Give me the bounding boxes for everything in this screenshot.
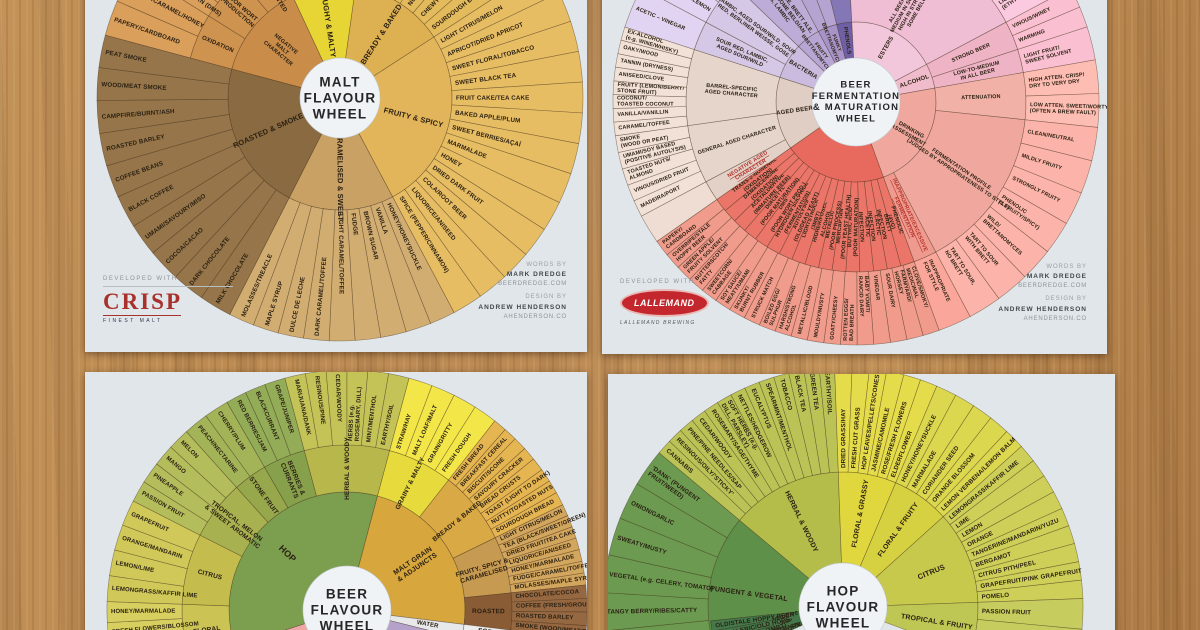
wheel-center-label: BEER [840,80,871,91]
svg-text:POMELO: POMELO [981,591,1009,600]
svg-text:BARREL-SPECIFICAGED CHARACTER: BARREL-SPECIFICAGED CHARACTER [704,83,758,100]
svg-text:TANGY BERRY/RIBES/CATTY: TANGY BERRY/RIBES/CATTY [608,606,698,615]
design-by-label: DESIGN BY [1045,296,1087,303]
svg-text:ACETICINFECTION: ACETICINFECTION [857,211,871,242]
designer-name: ANDREW HENDERSON [478,303,567,311]
wheel-center-label: HOP [827,584,860,599]
author-name: MARK DREDGE [506,270,567,278]
svg-text:VINEGAR: VINEGAR [872,275,881,301]
design-by-label: DESIGN BY [525,294,567,301]
svg-text:HIGH ATTEN. CRISP/DRY TO VERY: HIGH ATTEN. CRISP/DRY TO VERY DRY [1028,72,1085,90]
wheel-center-label: & MATURATION [813,102,899,113]
svg-text:BUTYRIC ACID(POOR MATURATION): BUTYRIC ACID(POOR MATURATION) [847,197,860,256]
svg-text:PASSION FRUIT: PASSION FRUIT [982,608,1032,616]
svg-text:DRIED GRASS/HAY: DRIED GRASS/HAY [840,408,847,468]
designer-site: AHENDERSON.CO [503,313,567,320]
wheel-center-label: WHEEL [816,615,871,630]
lallemand-logo: DEVELOPED WITH LALLEMAND LALLEMAND BREWI… [620,279,750,326]
beer-flavour-wheel-card: GRASSY (FRESH OR DRIED)HOP LEAVES/PELLET… [85,372,587,630]
svg-text:HONEY/MARMALADE: HONEY/MARMALADE [111,609,176,616]
svg-text:ANISEED/CLOVE: ANISEED/CLOVE [618,71,665,82]
svg-text:CARAMEL/TOFFEE: CARAMEL/TOFFEE [618,120,670,132]
svg-text:LOW ATTEN. SWEET/WORTY(OFTEN A: LOW ATTEN. SWEET/WORTY(OFTEN A BREW FAUL… [1030,102,1107,117]
svg-text:GREEN TEA: GREEN TEA [809,374,821,411]
author-name: MARK DREDGE [1026,272,1087,280]
wheel-center-label: WHEEL [313,106,368,121]
crisp-wordmark: CRISP [103,286,233,313]
developed-with-label: DEVELOPED WITH [103,276,178,282]
beer-flavour-wheel-chart: GRASSY (FRESH OR DRIED)HOP LEAVES/PELLET… [106,372,587,630]
svg-text:AGED BEER: AGED BEER [776,105,814,116]
wheel-center-label: BEER [326,587,368,602]
svg-text:FRUIT CAKE/TEA CAKE: FRUIT CAKE/TEA CAKE [456,94,529,101]
svg-text:LIGHT CARAMEL/TOFFEE: LIGHT CARAMEL/TOFFEE [338,214,346,294]
designer-name: ANDREW HENDERSON [998,305,1087,313]
svg-text:PHENOLS: PHENOLS [842,27,852,55]
svg-text:EARTHY/SOIL: EARTHY/SOIL [824,374,834,415]
svg-text:CEDAR/WOODY: CEDAR/WOODY [334,374,342,422]
svg-text:GOATY/CHEESY: GOATY/CHEESY [829,295,839,340]
svg-text:HERBAL & WOODY: HERBAL & WOODY [344,437,351,500]
fermentation-wheel-chart: PHENOLSTART GREEN(ETHYL ACETATE)LIGHT AL… [612,0,1107,346]
wheel-center-label: FLAVOUR [311,603,384,618]
svg-text:FLORAL: FLORAL [193,624,221,630]
wheel-center-label: FERMENTATION [812,91,900,102]
svg-text:SMOKE (WOOD/MEAT/PEAT): SMOKE (WOOD/MEAT/PEAT) [515,623,587,630]
fermentation-wheel-card: PHENOLSTART GREEN(ETHYL ACETATE)LIGHT AL… [602,0,1107,354]
svg-text:ROASTED BARLEY: ROASTED BARLEY [516,613,574,621]
svg-text:LACTICINFECTION: LACTICINFECTION [866,210,882,242]
svg-text:WATER: WATER [416,620,439,630]
designer-site: AHENDERSON.CO [1023,315,1087,322]
author-site: BEERDREDGE.COM [1018,283,1087,290]
words-by-label: WORDS BY [1046,263,1087,270]
svg-text:ROTTEN EGGS/BAD BREATH: ROTTEN EGGS/BAD BREATH [843,298,856,341]
svg-text:FRUITY (LEMON/BERRY/STONE FRUI: FRUITY (LEMON/BERRY/STONE FRUIT) [617,82,685,98]
hop-flavour-wheel-chart: 'SKUNKY'/SULPHURASTRINGENT/HARSHTANGY BE… [608,374,1084,630]
credits-block: WORDS BY MARK DREDGE BEERDREDGE.COM DESI… [998,263,1087,324]
words-by-label: WORDS BY [526,261,567,268]
wheel-center-label: MALT [319,75,360,90]
credits-block: WORDS BY MARK DREDGE BEERDREDGE.COM DESI… [478,261,567,322]
svg-text:ROASTED: ROASTED [472,608,505,615]
svg-text:FUDGE: FUDGE [350,213,360,236]
svg-text:BABY VOMIT/RANCID DAIRY: BABY VOMIT/RANCID DAIRY [857,276,871,318]
wheel-center-label: FLAVOUR [304,91,377,106]
lallemand-tagline: LALLEMAND BREWING [620,320,696,326]
wheel-center-label: WHEEL [320,618,375,630]
crisp-logo: DEVELOPED WITH CRISP FINEST MALT [103,276,233,324]
svg-text:CHOCOLATE/COCOA: CHOCOLATE/COCOA [515,589,580,600]
lallemand-badge: LALLEMAND [620,289,709,317]
crisp-tagline: FINEST MALT [103,315,181,324]
svg-text:CARAMELISED & SWEET: CARAMELISED & SWEET [336,127,346,221]
svg-text:VANILLA/VANILLIN: VANILLA/VANILLIN [617,109,669,118]
wheel-center-label: FLAVOUR [807,600,880,615]
svg-text:ATTENUATION: ATTENUATION [961,94,1001,101]
author-site: BEERDREDGE.COM [498,281,567,288]
wheel-center-label: WHEEL [836,113,876,124]
svg-text:COFFEE (FRESH/GROUNDS): COFFEE (FRESH/GROUNDS) [516,602,587,610]
svg-text:SOFT: SOFT [478,627,497,630]
svg-text:COCONUT/TOASTED COCONUT: COCONUT/TOASTED COCONUT [617,95,674,107]
developed-with-label: DEVELOPED WITH [620,279,695,285]
svg-text:HERBS (e.g.ROSEMARY, DILL): HERBS (e.g.ROSEMARY, DILL) [348,386,363,441]
svg-text:WOOD/MEAT SMOKE: WOOD/MEAT SMOKE [101,81,167,92]
hop-flavour-wheel-card: 'SKUNKY'/SULPHURASTRINGENT/HARSHTANGY BE… [608,374,1115,630]
svg-text:FRESH FLOWERS/BLOSSOM: FRESH FLOWERS/BLOSSOM [112,621,199,630]
svg-text:FRESH CUT GRASS: FRESH CUT GRASS [850,407,862,469]
